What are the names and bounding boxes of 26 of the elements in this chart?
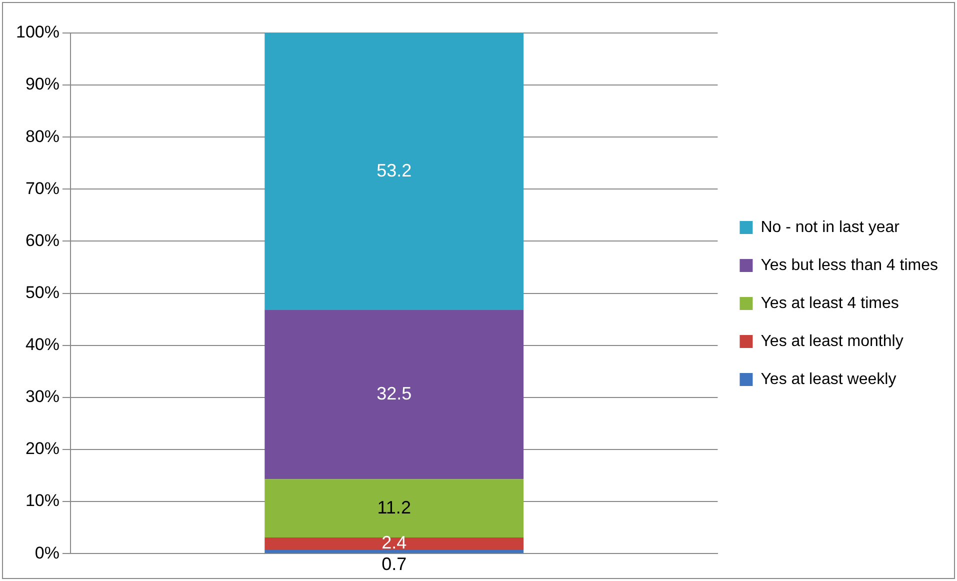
data-label: 53.2: [376, 160, 412, 180]
data-label: 11.2: [377, 497, 411, 518]
data-label: 32.5: [376, 384, 412, 404]
y-tick-label: 80%: [25, 126, 60, 146]
y-tick-label: 50%: [25, 282, 60, 302]
y-tick-label: 30%: [25, 387, 60, 406]
legend-label: Yes at least monthly: [760, 332, 904, 350]
bar: [264, 479, 524, 538]
data-label: 0.7: [382, 554, 407, 574]
y-tick-label: 70%: [25, 178, 60, 198]
y-tick-label: 60%: [25, 230, 60, 250]
legend-label: Yes at least weekly: [760, 370, 896, 388]
legend-label: No - not in last year: [760, 218, 900, 236]
legend-label: Yes at least 4 times: [760, 294, 899, 312]
bar: [264, 537, 524, 550]
bar: [264, 33, 524, 310]
y-tick-label: 0%: [34, 543, 60, 562]
y-tick-label: 10%: [25, 491, 60, 510]
legend-label: Yes but less than 4 times: [760, 256, 938, 274]
data-label: 2.4: [382, 532, 407, 553]
y-tick-label: 40%: [25, 335, 60, 354]
y-tick-label: 100%: [16, 22, 60, 42]
bar: [264, 310, 524, 480]
y-tick-label: 90%: [25, 74, 60, 94]
bar: [264, 550, 524, 554]
y-tick-label: 20%: [25, 439, 60, 458]
